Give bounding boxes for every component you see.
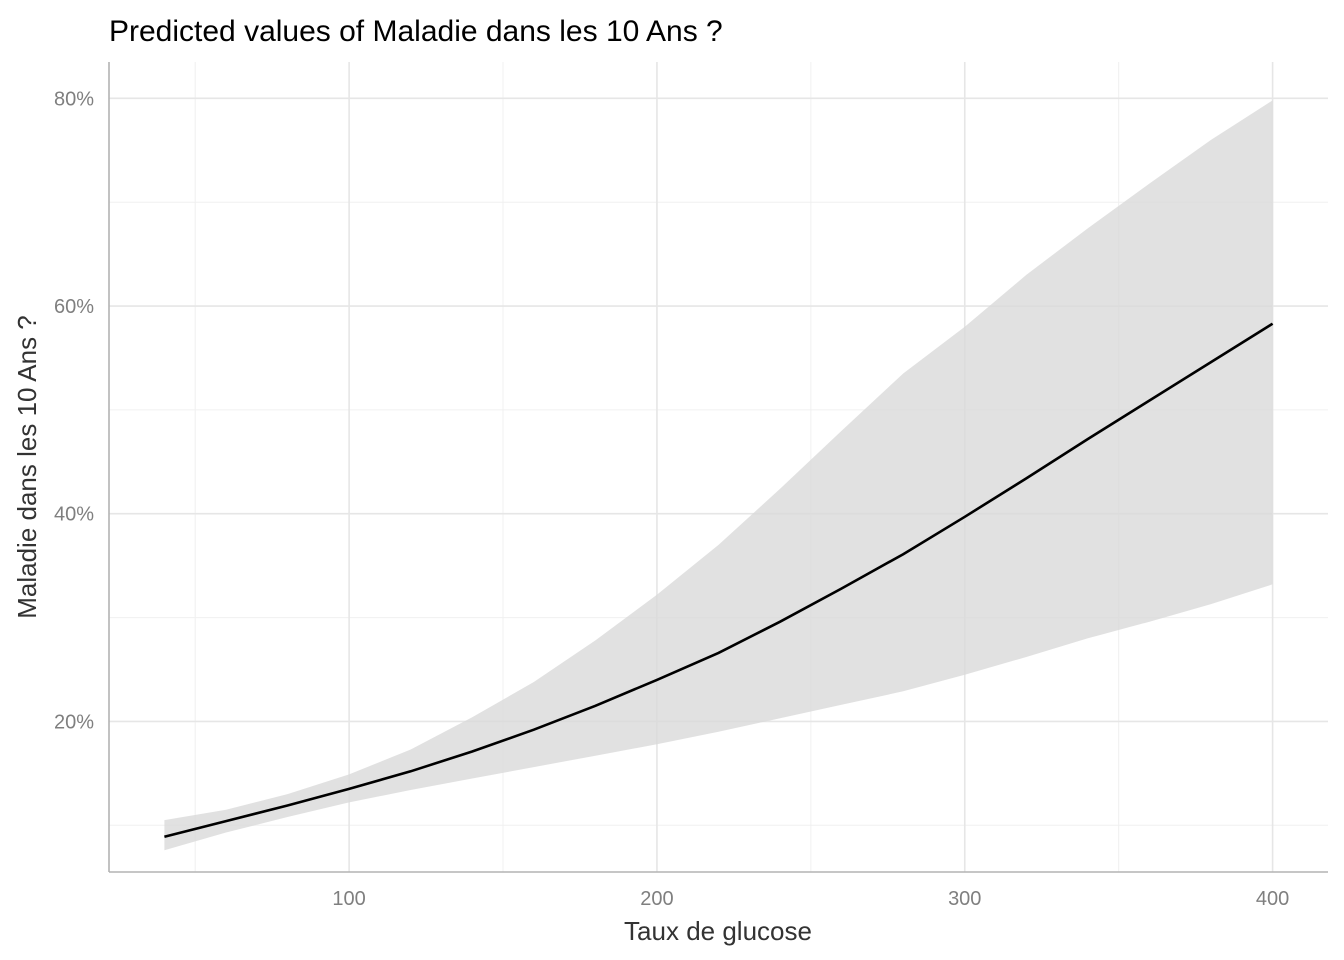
y-tick-labels: 20% 40% 60% 80%	[54, 88, 94, 733]
x-tick-label: 200	[640, 888, 673, 910]
x-tick-label: 300	[948, 888, 981, 910]
x-tick-label: 100	[332, 888, 365, 910]
predicted-line	[164, 322, 1274, 838]
y-tick-label: 60%	[54, 296, 94, 318]
y-tick-label: 20%	[54, 711, 94, 733]
x-axis-title: Taux de glucose	[624, 916, 812, 946]
y-tick-label: 40%	[54, 504, 94, 526]
y-tick-label: 80%	[54, 88, 94, 110]
x-tick-label: 400	[1256, 888, 1289, 910]
y-axis-title: Maladie dans les 10 Ans ?	[12, 315, 42, 619]
x-tick-labels: 100 200 300 400	[332, 888, 1289, 910]
confidence-band	[164, 100, 1273, 851]
chart-title: Predicted values of Maladie dans les 10 …	[109, 15, 723, 48]
